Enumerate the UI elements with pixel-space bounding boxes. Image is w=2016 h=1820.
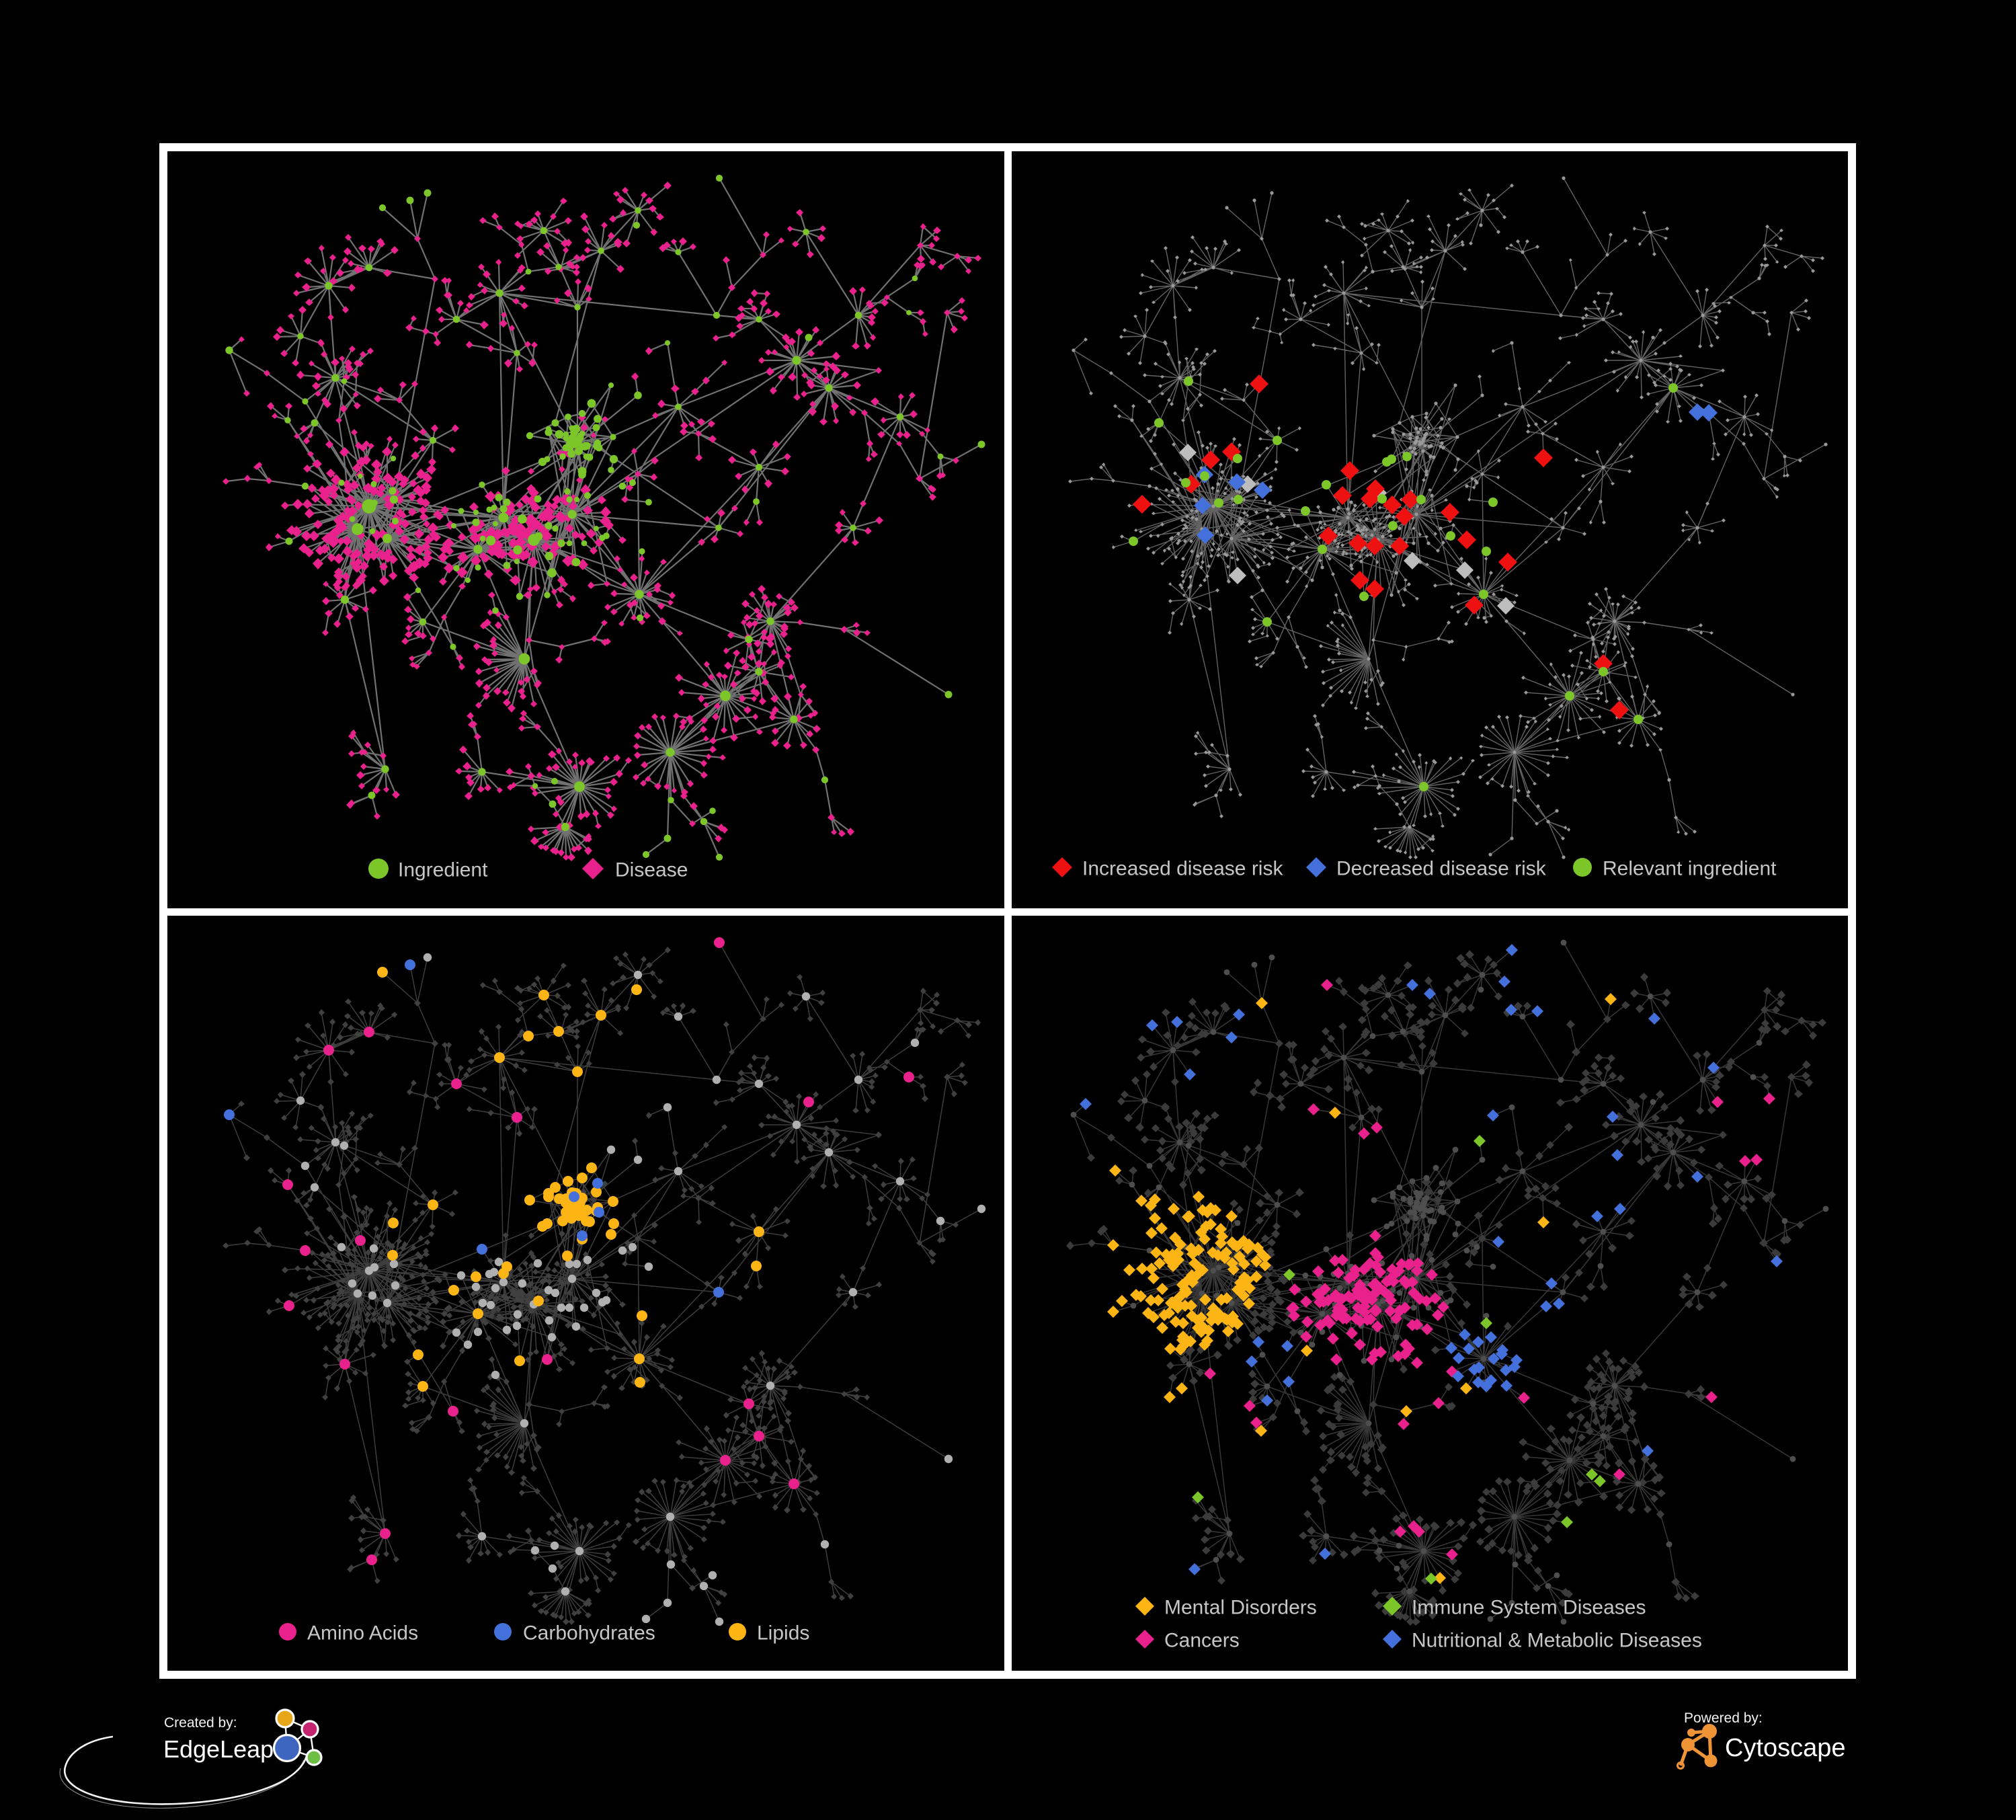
svg-text:Cancers: Cancers [1164, 1630, 1240, 1652]
svg-text:Disease: Disease [615, 859, 688, 881]
svg-text:Carbohydrates: Carbohydrates [523, 1622, 655, 1645]
svg-text:Ingredient: Ingredient [398, 859, 488, 881]
svg-text:Relevant ingredient: Relevant ingredient [1603, 858, 1777, 880]
svg-text:Mental Disorders: Mental Disorders [1164, 1597, 1317, 1619]
svg-text:Powered by:: Powered by: [1684, 1710, 1763, 1726]
svg-text:Amino Acids: Amino Acids [307, 1622, 418, 1645]
svg-text:Immune System Diseases: Immune System Diseases [1412, 1597, 1646, 1619]
svg-text:Cytoscape: Cytoscape [1725, 1734, 1846, 1762]
svg-text:Decreased disease risk: Decreased disease risk [1336, 858, 1547, 880]
svg-text:Created by:: Created by: [164, 1715, 237, 1731]
svg-text:Increased disease risk: Increased disease risk [1082, 858, 1283, 880]
svg-text:EdgeLeap: EdgeLeap [163, 1735, 274, 1763]
svg-text:Lipids: Lipids [757, 1622, 809, 1645]
svg-text:Nutritional & Metabolic Diseas: Nutritional & Metabolic Diseases [1412, 1630, 1702, 1652]
